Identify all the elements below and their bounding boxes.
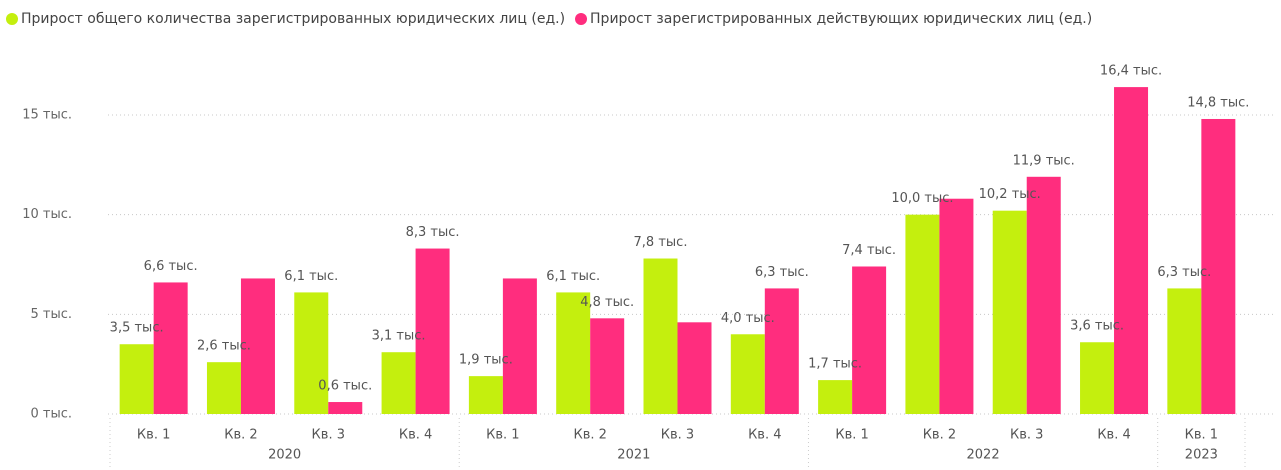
x-group-label: 2021 — [617, 448, 650, 463]
x-group-label: 2022 — [967, 448, 1000, 463]
bar — [590, 318, 625, 414]
legend-label: Прирост зарегистрированных действующих ю… — [590, 11, 1092, 27]
bar — [677, 322, 712, 414]
x-group-label: 2020 — [268, 448, 301, 463]
bar — [1080, 342, 1115, 414]
bar — [119, 344, 154, 414]
x-tick-label: Кв. 2 — [573, 428, 606, 443]
bar — [992, 210, 1027, 414]
y-tick-label: 5 тыс. — [30, 307, 72, 322]
bar — [328, 402, 363, 414]
x-tick-label: Кв. 3 — [312, 428, 345, 443]
data-label: 6,3 тыс. — [755, 265, 809, 280]
bar — [643, 258, 678, 414]
data-label: 6,1 тыс. — [284, 269, 338, 284]
data-label: 11,9 тыс. — [1013, 153, 1075, 168]
data-label: 4,0 тыс. — [721, 311, 775, 326]
data-label: 0,6 тыс. — [318, 379, 372, 394]
bar — [294, 292, 329, 414]
y-tick-label: 15 тыс. — [22, 108, 72, 123]
data-label: 6,1 тыс. — [546, 269, 600, 284]
data-label: 10,2 тыс. — [979, 187, 1041, 202]
data-label: 1,9 тыс. — [459, 353, 513, 368]
x-tick-label: Кв. 4 — [748, 428, 781, 443]
legend-label: Прирост общего количества зарегистрирова… — [21, 11, 565, 27]
y-tick-label: 10 тыс. — [22, 207, 72, 222]
bar — [764, 288, 799, 414]
x-tick-label: Кв. 1 — [1185, 428, 1218, 443]
bar — [381, 352, 416, 414]
bar — [240, 278, 275, 414]
legend-marker — [575, 13, 588, 25]
x-tick-label: Кв. 4 — [1097, 428, 1130, 443]
bar — [905, 214, 940, 414]
bar — [1167, 288, 1202, 414]
data-label: 3,5 тыс. — [110, 321, 164, 336]
data-label: 8,3 тыс. — [406, 225, 460, 240]
data-label: 1,7 тыс. — [808, 357, 862, 372]
x-tick-label: Кв. 2 — [923, 428, 956, 443]
x-tick-label: Кв. 3 — [1010, 428, 1043, 443]
data-label: 7,8 тыс. — [634, 235, 688, 250]
data-label: 10,0 тыс. — [891, 191, 953, 206]
x-group-label: 2023 — [1185, 448, 1218, 463]
bar — [852, 266, 887, 414]
data-label: 4,8 тыс. — [580, 295, 634, 310]
x-tick-label: Кв. 4 — [399, 428, 432, 443]
bar — [468, 376, 503, 414]
data-label: 3,6 тыс. — [1070, 319, 1124, 334]
bar — [502, 278, 537, 414]
bar — [730, 334, 765, 414]
x-tick-label: Кв. 2 — [224, 428, 257, 443]
bar — [1114, 87, 1149, 415]
y-tick-label: 0 тыс. — [30, 407, 72, 422]
bar — [1026, 176, 1061, 414]
bar — [556, 292, 591, 414]
legend-marker — [6, 13, 18, 25]
data-label: 16,4 тыс. — [1100, 64, 1162, 79]
x-tick-label: Кв. 1 — [137, 428, 170, 443]
bar — [1201, 118, 1236, 414]
x-tick-label: Кв. 3 — [661, 428, 694, 443]
data-label: 6,6 тыс. — [144, 259, 198, 274]
x-tick-label: Кв. 1 — [835, 428, 868, 443]
data-label: 2,6 тыс. — [197, 339, 251, 354]
data-label: 6,3 тыс. — [1157, 265, 1211, 280]
bar — [818, 380, 853, 414]
data-label: 7,4 тыс. — [842, 243, 896, 258]
bar — [206, 362, 241, 414]
x-tick-label: Кв. 1 — [486, 428, 519, 443]
bar — [153, 282, 188, 414]
data-label: 14,8 тыс. — [1187, 95, 1249, 110]
data-label: 3,1 тыс. — [372, 329, 426, 344]
bar — [939, 198, 974, 414]
bar — [415, 248, 450, 414]
